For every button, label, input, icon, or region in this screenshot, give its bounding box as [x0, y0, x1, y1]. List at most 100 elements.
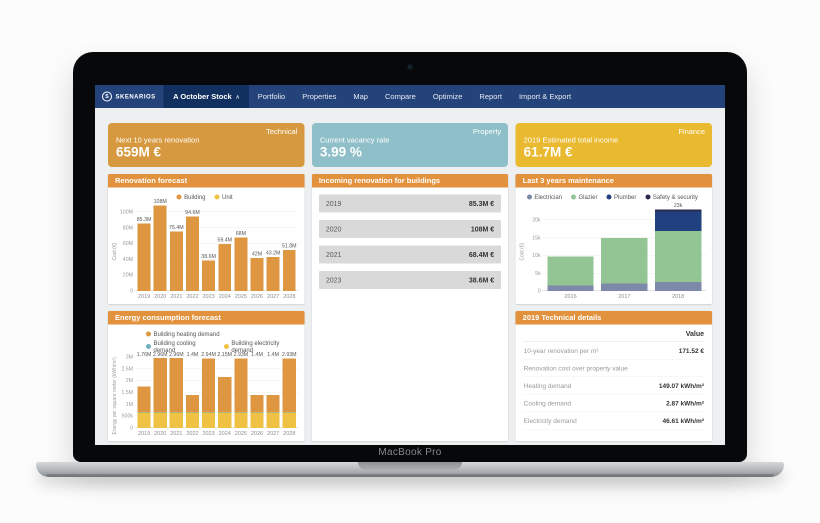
gridline: [135, 380, 299, 381]
renovation-row-2019[interactable]: 2019 85.3M €: [318, 194, 502, 213]
legend-dot-icon: [146, 331, 151, 337]
y-tick-label: 80M: [122, 224, 133, 231]
kpi-category-label: Technical: [266, 127, 298, 137]
bar-segment-building-heating-demand: [185, 394, 200, 413]
x-tick-label: 2026: [250, 293, 264, 300]
app-window: S SKENARIOS A October Stock ∧ Portfolio P…: [95, 85, 725, 445]
bar-slot-2026: 42M: [249, 203, 265, 291]
kpi-title: 2019 Estimated total income: [523, 136, 619, 145]
bar-segment-building: [153, 205, 167, 291]
nav-tab-compare[interactable]: Compare: [384, 92, 416, 101]
x-tick-label: 2019: [137, 293, 151, 300]
bar-slot-2022: 1.4M: [184, 352, 200, 429]
legend-building-heating-demand: Building heating demand: [146, 331, 220, 338]
bar-value-label: 38.6M: [201, 253, 216, 260]
tech-detail-label: Heating demand: [523, 381, 572, 390]
kpi-value: 659M €: [116, 144, 162, 160]
y-axis-title: Cost (€): [112, 242, 118, 261]
nav-tab-optimize[interactable]: Optimize: [432, 92, 463, 101]
y-tick-label: 20M: [122, 272, 133, 279]
kpi-category-label: Finance: [678, 127, 706, 137]
chevron-up-icon: ∧: [235, 93, 240, 100]
tech-detail-row-10-year-renovation-per-m: 10-year renovation per m² 171.52 €: [523, 342, 705, 360]
chart-legend-row: Building cooling demand Building electric…: [111, 340, 298, 354]
bar-segment-building: [218, 244, 232, 291]
bar-2020: [153, 358, 167, 429]
legend-label: Safety & security: [652, 193, 698, 201]
bar-value-label: 23k: [673, 202, 683, 209]
gridline: [542, 219, 707, 221]
bar-value-label: 1.76M: [136, 351, 152, 358]
bar-segment-building: [234, 237, 248, 291]
x-axis-labels: 2019 2020 2021 2022 2023 2024 2025 2026 2027 2028: [135, 291, 298, 301]
legend-electrician: Electrician: [526, 194, 562, 201]
legend-label: Building electricity demand: [231, 339, 280, 354]
bar-slot-2027: 1.4M: [265, 351, 281, 429]
laptop-notch: [358, 462, 462, 470]
nav-tab-properties[interactable]: Properties: [302, 92, 337, 101]
y-tick-label: 20k: [532, 217, 541, 224]
skenarios-logo-text: SKENARIOS: [115, 93, 156, 100]
x-tick-label: 2019: [137, 430, 151, 437]
gridline: [135, 290, 299, 291]
legend-label: Building: [184, 193, 206, 201]
bar-value-label: 1.4M: [267, 351, 279, 358]
renovation-row-2023[interactable]: 2023 38.6M €: [318, 271, 502, 289]
y-tick-label: 1.5M: [121, 389, 133, 396]
gridline: [135, 227, 299, 228]
nav-tab-a-october-stock[interactable]: A October Stock ∧: [163, 85, 250, 108]
renovation-row-2020[interactable]: 2020 108M €: [318, 220, 502, 238]
gridline: [135, 415, 299, 417]
value-column-header: Value: [523, 330, 705, 342]
bar-value-label: 42M: [251, 250, 263, 257]
bar-slot-2023: 2.94M: [201, 352, 217, 429]
x-tick-label: 2021: [170, 293, 183, 300]
bar-slot-2028: 2.93M: [281, 352, 297, 429]
column-finance: Finance 2019 Estimated total income 61.7…: [515, 123, 713, 441]
bar-slot-2024: 2.15M: [217, 352, 233, 429]
nav-tab-import-export[interactable]: Import & Export: [518, 92, 572, 101]
gridline: [135, 403, 299, 405]
tech-detail-row-renovation-cost-over-property-value: Renovation cost over property value: [523, 360, 705, 377]
bar-slot-2028: 51.8M: [281, 203, 297, 291]
nav-tab-portfolio[interactable]: Portfolio: [257, 92, 286, 101]
chart-legend-row: Electrician Glazier Plumber Safety & securi…: [519, 192, 706, 203]
x-axis-labels: 2016 2017 2018: [543, 291, 706, 301]
bar-2019: [137, 386, 151, 429]
renovation-row-2021[interactable]: 2021 68.4M €: [318, 245, 502, 264]
bar-segment-electrician: [547, 285, 594, 291]
skenarios-logo-icon: S: [102, 91, 112, 102]
bar-segment-building-electricity-demand: [250, 412, 264, 429]
x-tick-label: 2020: [154, 293, 167, 300]
renovation-row-value: 38.6M €: [468, 276, 495, 284]
dashboard-content: Technical Next 10 years renovation 659M …: [95, 108, 725, 445]
bar-segment-building-heating-demand: [153, 358, 167, 413]
bar-segment-building-electricity-demand: [234, 412, 248, 429]
tech-detail-value: 171.52 €: [678, 346, 705, 355]
legend-glazier: Glazier: [570, 194, 598, 201]
kpi-title: Next 10 years renovation: [116, 136, 200, 145]
bar-segment-glazier: [655, 230, 702, 282]
bar-2020: [153, 205, 167, 291]
incoming-renovation-list: 2019 85.3M € 2020 108M € 2021 68.4M € 2023 38.6…: [312, 188, 508, 297]
nav-tab-map[interactable]: Map: [353, 92, 368, 101]
skenarios-logo[interactable]: S SKENARIOS: [95, 85, 164, 108]
technical-details-rows: 10-year renovation per m² 171.52 € Renovat…: [523, 342, 705, 430]
nav-tab-report[interactable]: Report: [479, 92, 502, 101]
legend-plumber: Plumber: [606, 194, 636, 201]
renovation-row-value: 85.3M €: [468, 199, 495, 208]
panel-last-3-years-maintenance: Last 3 years maintenance Electrician Glaz…: [515, 174, 713, 304]
bar-segment-building-heating-demand: [201, 358, 216, 413]
tech-detail-value: 2.87 kWh/m²: [666, 399, 705, 407]
bars-group: 1.76M 2.96M 2.96M 1.4M 2.94M 2.15M 2.93M 1.4M 1.…: [135, 351, 298, 429]
kpi-card-property: Property Current vacancy rate 3.99 %: [311, 123, 509, 167]
y-tick-label: 500k: [121, 413, 133, 420]
kpi-value: 61.7M €: [523, 144, 573, 160]
bar-2023: [202, 260, 216, 291]
column-technical: Technical Next 10 years renovation 659M …: [108, 123, 305, 441]
panel-incoming-renovation: Incoming renovation for buildings 2019 85…: [311, 174, 509, 441]
webcam-icon: [408, 65, 412, 69]
panel-title: Incoming renovation for buildings: [311, 174, 509, 188]
bar-segment-building-heating-demand: [169, 358, 183, 413]
bar-slot-2019: 85.3M: [136, 203, 152, 291]
